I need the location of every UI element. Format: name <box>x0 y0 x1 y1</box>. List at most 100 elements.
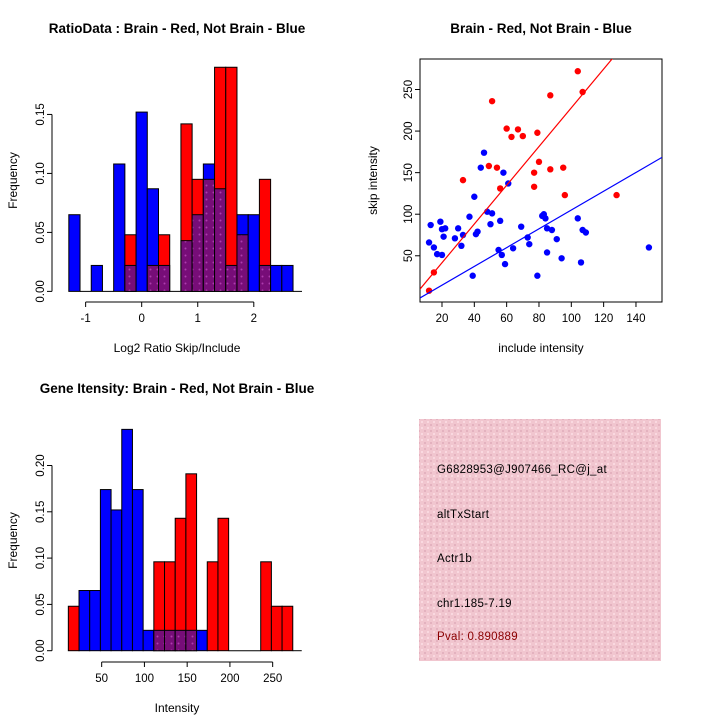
hist-bar-blue <box>90 264 103 292</box>
panel-gene-intensity-histogram: Gene Itensity: Brain - Red, Not Brain - … <box>0 360 360 720</box>
hist-bar-overlap <box>225 264 238 292</box>
data-point-red <box>535 158 543 166</box>
x-axis-label: Log2 Ratio Skip/Include <box>114 341 241 355</box>
x-tick-label: -1 <box>81 313 91 325</box>
y-tick-label: 0.00 <box>35 280 47 302</box>
data-point-red <box>530 183 538 190</box>
hist-bar-overlap <box>214 188 227 292</box>
data-point-red <box>503 125 510 132</box>
data-point-blue <box>487 220 494 228</box>
data-point-blue <box>438 251 446 259</box>
data-point-blue <box>534 272 541 279</box>
data-point-blue <box>433 250 441 258</box>
data-point-blue <box>425 239 433 246</box>
hist-bar-blue <box>196 629 208 652</box>
data-point-blue <box>500 169 507 176</box>
data-point-red <box>488 97 496 105</box>
fit-line-red <box>420 59 613 290</box>
hist-bar-overlap <box>236 234 249 292</box>
hist-bar-blue <box>131 489 144 652</box>
y-tick-label: 0.20 <box>35 454 47 476</box>
x-tick-label: 120 <box>594 313 613 325</box>
y-axis-label: Frequency <box>6 152 20 209</box>
hist-bar-overlap <box>153 629 166 652</box>
hist-bar-blue <box>247 214 260 292</box>
data-point-red <box>560 164 567 171</box>
hist-bar-overlap <box>124 264 137 292</box>
data-point-blue <box>454 225 462 232</box>
data-point-blue <box>517 223 525 230</box>
hist-bar-red <box>281 605 294 652</box>
data-point-red <box>514 126 522 133</box>
hist-bar-blue <box>135 111 148 292</box>
probe-id-text: G6828953@J907466_RC@j_at <box>437 464 607 476</box>
y-tick-label: 50 <box>403 249 415 262</box>
data-point-blue <box>543 249 551 256</box>
x-tick-label: 1 <box>195 313 201 325</box>
gene-info-box: G6828953@J907466_RC@j_at altTxStart Actr… <box>419 419 661 661</box>
data-point-blue <box>427 221 434 229</box>
x-tick-label: 40 <box>468 313 481 325</box>
hist-bar-red <box>67 605 80 652</box>
data-point-red <box>613 191 620 199</box>
data-point-red <box>493 164 501 171</box>
chart-title: RatioData : Brain - Red, Not Brain - Blu… <box>49 21 306 36</box>
data-point-blue <box>542 215 549 222</box>
data-point-red <box>579 88 586 96</box>
data-point-blue <box>437 218 444 225</box>
hist-bar-blue <box>89 590 101 652</box>
data-point-red <box>547 166 554 173</box>
hist-bar-overlap <box>146 264 160 292</box>
x-tick-label: 100 <box>562 313 581 325</box>
data-point-blue <box>574 215 581 222</box>
y-tick-label: 0.15 <box>35 501 47 523</box>
y-tick-label: 100 <box>403 205 415 224</box>
data-point-blue <box>488 210 496 217</box>
data-point-blue <box>526 240 533 248</box>
data-point-red <box>496 185 504 192</box>
data-point-red <box>459 176 467 184</box>
data-point-blue <box>469 272 476 279</box>
x-axis-label: include intensity <box>498 341 583 355</box>
hist-bar-blue <box>110 509 123 652</box>
chart-title: Gene Itensity: Brain - Red, Not Brain - … <box>40 381 315 396</box>
x-tick-label: 150 <box>178 673 197 685</box>
hist-bar-blue <box>68 214 81 292</box>
x-tick-label: 250 <box>263 673 282 685</box>
panel-gene-info: G6828953@J907466_RC@j_at altTxStart Actr… <box>360 360 720 720</box>
data-point-blue <box>543 225 551 232</box>
x-tick-label: 50 <box>95 673 108 685</box>
hist-bar-red <box>225 66 238 292</box>
event-type-text: altTxStart <box>437 509 490 521</box>
fit-line-blue <box>420 156 662 299</box>
y-tick-label: 150 <box>403 163 415 182</box>
data-point-blue <box>498 251 505 259</box>
data-point-blue <box>577 259 585 266</box>
data-point-blue <box>480 149 488 156</box>
y-tick-label: 0.05 <box>35 593 47 615</box>
hist-bar-blue <box>281 264 294 292</box>
hist-bar-red <box>217 517 230 652</box>
data-point-red <box>519 132 527 140</box>
data-point-red <box>508 133 515 141</box>
hist-bar-blue <box>78 590 91 652</box>
data-point-blue <box>477 164 484 171</box>
hist-bar-overlap <box>258 264 272 292</box>
chart-title: Brain - Red, Not Brain - Blue <box>450 21 632 36</box>
data-point-blue <box>645 244 653 251</box>
data-point-blue <box>458 242 465 250</box>
x-tick-label: 140 <box>626 313 645 325</box>
data-point-red <box>530 169 538 176</box>
data-point-blue <box>501 260 509 268</box>
y-axis-label: Frequency <box>6 512 20 569</box>
panel-ratio-histogram: RatioData : Brain - Red, Not Brain - Blu… <box>0 0 360 360</box>
x-tick-label: 80 <box>533 313 546 325</box>
data-point-red <box>547 92 554 99</box>
hist-bar-red <box>185 473 198 652</box>
x-tick-label: 2 <box>251 313 257 325</box>
x-axis-label: Intensity <box>155 701 200 715</box>
plot-box <box>419 58 663 303</box>
hist-bar-overlap <box>191 214 204 292</box>
data-point-blue <box>509 245 517 252</box>
